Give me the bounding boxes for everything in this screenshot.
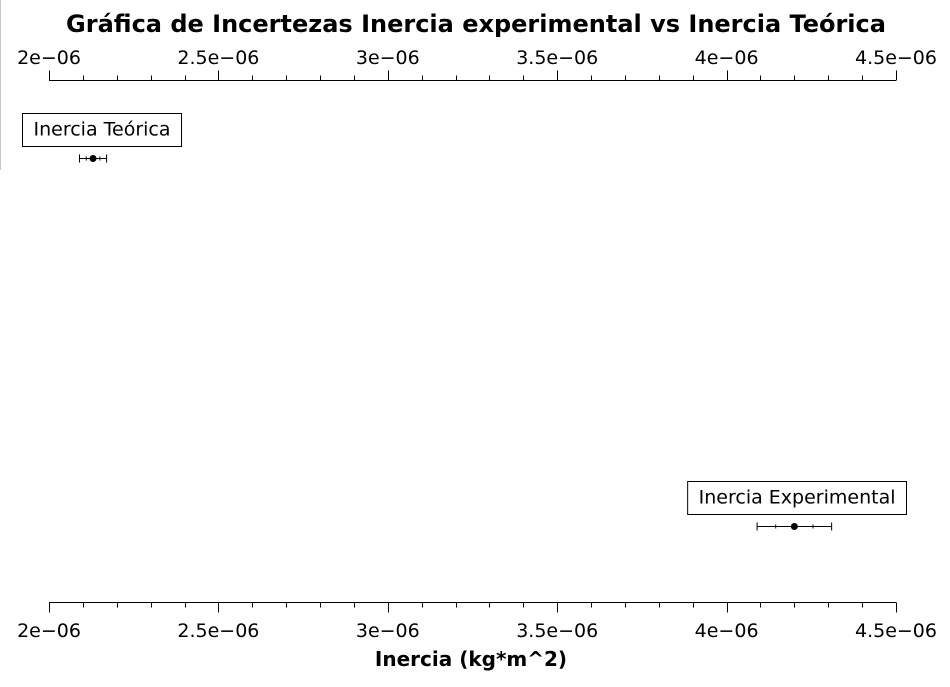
- bottom-tick-label: 4.5e−06: [855, 620, 937, 642]
- point-label-box: [687, 481, 907, 515]
- top-tick-label: 4.5e−06: [855, 47, 937, 69]
- bottom-tick-label: 2.5e−06: [177, 620, 259, 642]
- data-point-group: Inercia Teórica: [22, 113, 183, 163]
- bottom-tick-label: 3.5e−06: [516, 620, 598, 642]
- data-point-group: Inercia Experimental: [687, 481, 907, 531]
- top-tick-label: 3.5e−06: [516, 47, 598, 69]
- top-axis: 2e−06 2.5e−06 3e−06 3.5e−06 4e−06 4.5e−06: [17, 47, 937, 81]
- bottom-tick-label: 4e−06: [695, 620, 759, 642]
- top-tick-label: 2.5e−06: [177, 47, 259, 69]
- x-axis-label: Inercia (kg*m^2): [375, 647, 567, 671]
- bottom-axis: 2e−06 2.5e−06 3e−06 3.5e−06 4e−06 4.5e−06: [17, 602, 937, 642]
- data-point: [790, 523, 798, 530]
- top-tick-label: 3e−06: [356, 47, 420, 69]
- point-label-box: [22, 113, 183, 147]
- point-label: Inercia Experimental: [699, 487, 896, 509]
- top-tick-label: 4e−06: [695, 47, 759, 69]
- data-points: Inercia Teórica Inercia Experimental: [22, 113, 907, 531]
- chart-title: Gráfica de Incertezas Inercia experiment…: [66, 10, 886, 38]
- top-tick-label: 2e−06: [17, 47, 81, 69]
- point-label: Inercia Teórica: [34, 119, 171, 141]
- bottom-tick-label: 3e−06: [356, 620, 420, 642]
- bottom-tick-label: 2e−06: [17, 620, 81, 642]
- data-point: [89, 155, 97, 162]
